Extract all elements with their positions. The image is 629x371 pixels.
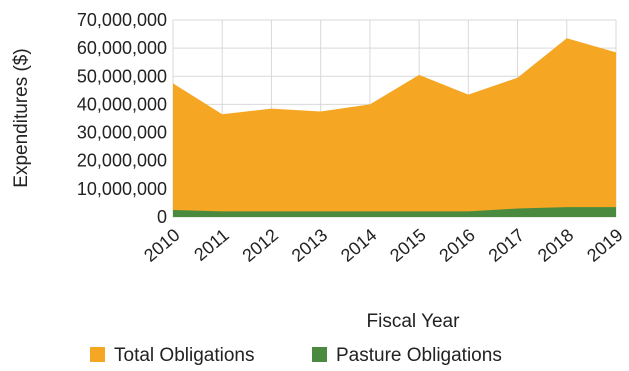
x-tick-label: 2011 bbox=[190, 225, 233, 265]
x-tick-label: 2017 bbox=[485, 225, 529, 266]
legend-label-pasture: Pasture Obligations bbox=[336, 345, 502, 366]
legend-label-total: Total Obligations bbox=[114, 345, 254, 366]
y-tick-label: 0 bbox=[157, 207, 167, 227]
y-tick-label: 50,000,000 bbox=[77, 66, 167, 86]
legend-item-total: Total Obligations bbox=[90, 345, 254, 366]
x-axis-title: Fiscal Year bbox=[367, 311, 461, 332]
area-series-0 bbox=[173, 38, 616, 217]
area-series-1 bbox=[173, 207, 616, 217]
x-tick-label: 2012 bbox=[238, 225, 282, 266]
x-tick-label: 2014 bbox=[337, 225, 381, 266]
x-axis-ticks: 2010 2011 2012 2013 2014 2015 2016 2017 2018 2019 bbox=[140, 225, 627, 266]
data-areas bbox=[173, 38, 616, 217]
x-tick-label: 2018 bbox=[534, 225, 578, 266]
legend-item-pasture: Pasture Obligations bbox=[312, 345, 502, 366]
x-tick-label: 2016 bbox=[435, 225, 479, 266]
y-tick-label: 30,000,000 bbox=[77, 123, 167, 143]
y-tick-label: 70,000,000 bbox=[77, 10, 167, 30]
legend: Total Obligations Pasture Obligations bbox=[90, 345, 502, 366]
x-tick-label: 2013 bbox=[288, 225, 332, 266]
y-axis-ticks: 0 10,000,000 20,000,000 30,000,000 40,000,00… bbox=[77, 10, 167, 227]
x-tick-label: 2010 bbox=[140, 225, 184, 266]
y-tick-label: 10,000,000 bbox=[77, 179, 167, 199]
y-tick-label: 40,000,000 bbox=[77, 94, 167, 114]
legend-swatch-total bbox=[90, 347, 105, 362]
legend-swatch-pasture bbox=[312, 347, 327, 362]
y-axis-title: Expenditures ($) bbox=[11, 48, 32, 187]
y-tick-label: 60,000,000 bbox=[77, 38, 167, 58]
y-tick-label: 20,000,000 bbox=[77, 151, 167, 171]
x-tick-label: 2015 bbox=[386, 225, 430, 266]
x-tick-label: 2019 bbox=[583, 225, 627, 266]
